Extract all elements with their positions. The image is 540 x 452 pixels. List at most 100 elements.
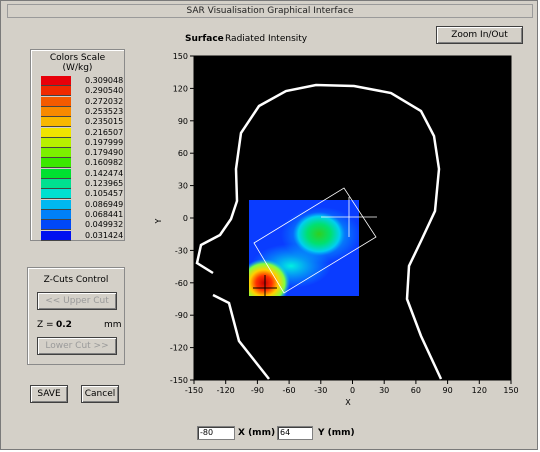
- x-axis-label: X: [345, 398, 351, 407]
- colors-scale-row: 0.105457: [37, 189, 124, 200]
- z-label: Z =: [37, 320, 54, 330]
- head-outline: [195, 83, 443, 380]
- color-scale-value: 0.290540: [85, 86, 124, 96]
- lower-cut-button[interactable]: Lower Cut >>: [37, 337, 117, 355]
- sar-heatmap: [249, 200, 359, 296]
- y-tick-label: 0: [183, 214, 188, 223]
- colors-scale-row: 0.086949: [37, 199, 124, 210]
- y-tick-label: -90: [175, 311, 188, 320]
- y-axis-label: Y: [154, 218, 163, 224]
- color-swatch: [41, 127, 71, 138]
- y-tick-label: 150: [173, 52, 188, 61]
- colors-scale-row: 0.253523: [37, 106, 123, 117]
- x-coordinate-label: X (mm): [238, 428, 276, 438]
- colors-scale-row: 0.068441: [37, 209, 124, 220]
- colors-scale-title: Colors Scale: [49, 53, 106, 63]
- colors-scale-row: 0.179490: [37, 148, 124, 159]
- y-tick-label: 90: [178, 117, 188, 126]
- z-unit: mm: [104, 320, 122, 330]
- y-tick-label: 120: [173, 84, 188, 93]
- x-tick-label: -60: [283, 386, 296, 395]
- color-swatch: [41, 137, 71, 148]
- y-tick-label: -150: [170, 376, 188, 385]
- zoom-button[interactable]: Zoom In/Out: [436, 26, 523, 44]
- color-scale-value: 0.105457: [85, 189, 124, 199]
- surface-label: Surface: [185, 34, 224, 44]
- colors-scale-row: 0.142474: [37, 168, 124, 179]
- colors-scale-row: 0.123965: [37, 179, 124, 189]
- x-tick-label: 0: [350, 386, 355, 395]
- color-scale-value: 0.197999: [85, 137, 124, 147]
- upper-cut-button[interactable]: << Upper Cut: [37, 292, 117, 310]
- crosshair-white: [321, 197, 377, 237]
- color-swatch: [41, 117, 71, 128]
- colors-scale-row: 0.235015: [37, 117, 124, 128]
- sar-plot[interactable]: -150 -120 -90 -60 -30 0 30 60 90 120 150 150 120 90 6…: [151, 51, 531, 411]
- color-scale-value: 0.160982: [85, 158, 124, 168]
- colors-scale-row: 0.197999: [37, 137, 124, 148]
- x-tick-label: 60: [411, 386, 421, 395]
- color-swatch: [41, 179, 71, 189]
- color-scale-value: 0.068441: [85, 209, 124, 219]
- colors-scale-row: 0.290540: [37, 86, 124, 97]
- color-scale-value: 0.235015: [85, 117, 124, 127]
- color-scale-value: 0.123965: [85, 179, 124, 188]
- x-coordinate-field[interactable]: -80: [197, 426, 235, 440]
- x-tick-label: -90: [251, 386, 264, 395]
- color-swatch: [41, 199, 71, 210]
- chin-outline: [212, 293, 270, 380]
- x-tick-label: -30: [314, 386, 327, 395]
- color-swatch: [41, 148, 71, 159]
- x-tick-label: 90: [443, 386, 453, 395]
- color-swatch: [41, 76, 71, 86]
- colors-scale-row: 0.216507: [37, 127, 124, 138]
- colors-scale-unit: (W/kg): [62, 63, 93, 73]
- color-swatch: [41, 168, 71, 179]
- y-coordinate-field[interactable]: 64: [277, 426, 313, 440]
- y-coordinate-label: Y (mm): [318, 428, 355, 438]
- colors-scale-panel: Colors Scale (W/kg) 0.309048 0.290540 0.27…: [30, 49, 125, 241]
- color-swatch: [41, 230, 71, 241]
- zcuts-panel: Z-Cuts Control << Upper Cut Z = 0.2 mm L…: [27, 267, 125, 365]
- y-tick-label: -30: [175, 246, 188, 255]
- color-swatch: [41, 96, 71, 107]
- color-scale-value: 0.179490: [85, 148, 124, 158]
- x-tick-label: -120: [217, 386, 235, 395]
- color-swatch: [41, 158, 71, 169]
- y-tick-label: 60: [178, 149, 188, 158]
- y-tick-label: 30: [178, 182, 188, 191]
- colors-scale-row: 0.272032: [37, 96, 124, 107]
- color-swatch: [41, 209, 71, 220]
- colors-scale-list: 0.309048 0.290540 0.272032 0.253523 0.235015…: [37, 76, 124, 241]
- cancel-button[interactable]: Cancel: [81, 385, 119, 403]
- color-swatch: [41, 106, 71, 117]
- color-scale-value: 0.142474: [85, 168, 124, 178]
- x-axis-ticks: -150 -120 -90 -60 -30 0 30 60 90 120 150: [185, 380, 519, 395]
- color-scale-value: 0.031424: [85, 230, 124, 240]
- y-axis-ticks: 150 120 90 60 30 0 -30 -60 -90 -120 -150: [170, 52, 194, 385]
- probe-outline: [253, 187, 377, 294]
- color-scale-value: 0.086949: [85, 199, 124, 209]
- colors-scale-row: 0.031424: [37, 230, 124, 241]
- color-scale-value: 0.272032: [85, 96, 124, 106]
- colors-scale-row: 0.309048: [37, 76, 124, 86]
- surface-value: Radiated Intensity: [225, 34, 308, 44]
- color-scale-value: 0.049932: [85, 220, 124, 230]
- x-tick-label: 30: [379, 386, 389, 395]
- colors-scale-row: 0.049932: [37, 220, 124, 231]
- color-swatch: [41, 220, 71, 231]
- colors-scale-row: 0.160982: [37, 158, 124, 169]
- window-title: SAR Visualisation Graphical Interface: [7, 4, 533, 18]
- zcuts-title: Z-Cuts Control: [43, 275, 109, 285]
- save-button[interactable]: SAVE: [30, 385, 68, 403]
- x-tick-label: -150: [185, 386, 203, 395]
- color-swatch: [41, 189, 71, 200]
- x-tick-label: 120: [472, 386, 487, 395]
- color-swatch: [41, 86, 71, 97]
- color-scale-value: 0.216507: [85, 127, 124, 137]
- color-scale-value: 0.309048: [85, 76, 124, 85]
- crosshair-black: [253, 275, 277, 301]
- y-tick-label: -120: [170, 344, 188, 353]
- x-tick-label: 150: [503, 386, 518, 395]
